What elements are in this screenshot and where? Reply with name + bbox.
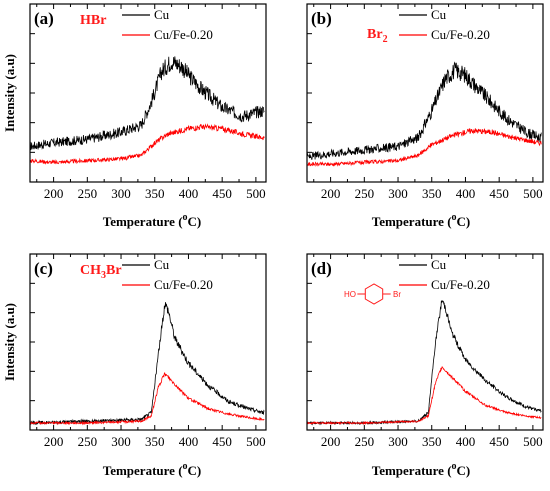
series-line-cu (29, 56, 265, 151)
x-tick-label: 250 (78, 434, 98, 449)
x-tick-label: 400 (179, 434, 199, 449)
legend-label: Cu/Fe-0.20 (154, 277, 213, 292)
x-tick-label: 300 (388, 186, 408, 201)
y-axis-title: Intensity (a.u) (2, 54, 17, 132)
plot-frame (306, 3, 544, 183)
y-axis-title: Intensity (a.u) (2, 303, 17, 381)
legend-label: Cu (154, 257, 170, 272)
x-axis-title: Temperature (oC) (103, 461, 202, 478)
plot-frame (29, 3, 267, 183)
x-tick-label: 400 (456, 434, 476, 449)
series-line-cu-fe (306, 128, 542, 167)
x-tick-label: 500 (523, 434, 543, 449)
x-tick-label: 250 (355, 186, 375, 201)
x-tick-label: 350 (145, 434, 165, 449)
bromophenol-structure-icon: HO Br (344, 283, 401, 305)
x-axis-title: Temperature (oC) (372, 212, 471, 229)
series-line-cu (306, 61, 542, 160)
x-tick-label: 200 (321, 434, 341, 449)
series-line-cu-fe (29, 372, 265, 426)
x-tick-label: 200 (321, 186, 341, 201)
x-tick-label: 350 (422, 434, 442, 449)
x-tick-label: 300 (388, 434, 408, 449)
legend-label: Cu (431, 7, 447, 22)
x-tick-label: 400 (179, 186, 199, 201)
series-line-cu (29, 302, 265, 426)
x-tick-label: 300 (111, 434, 131, 449)
x-axis-title: Temperature (oC) (103, 212, 202, 229)
molecule-left-label: HO (344, 290, 356, 299)
x-tick-label: 350 (145, 186, 165, 201)
legend-label: Cu (431, 257, 447, 272)
x-tick-label: 500 (246, 186, 266, 201)
x-tick-label: 450 (489, 434, 509, 449)
series-line-cu (306, 300, 542, 426)
x-axis-title: Temperature (oC) (372, 461, 471, 478)
panel-label: (d) (311, 259, 332, 278)
x-tick-label: 500 (523, 186, 543, 201)
x-tick-label: 300 (111, 186, 131, 201)
panel-label: (b) (311, 9, 332, 28)
species-label: CH3Br (80, 263, 122, 281)
legend-label: Cu (154, 7, 170, 22)
series-line-cu-fe (29, 123, 265, 165)
species-label: HBr (80, 13, 106, 28)
panel-label: (c) (34, 259, 53, 278)
x-tick-label: 250 (78, 186, 98, 201)
x-tick-label: 200 (44, 186, 64, 201)
legend-label: Cu/Fe-0.20 (154, 27, 213, 42)
molecule-right-label: Br (393, 290, 401, 299)
chart-panel-b: 200 250 300 350 400 450 500 Temperature (oC) (b)… (306, 3, 544, 229)
x-tick-label: 450 (489, 186, 509, 201)
benzene-ring (364, 283, 384, 305)
x-tick-label: 350 (422, 186, 442, 201)
x-tick-label: 400 (456, 186, 476, 201)
chart-panel-d: 200 250 300 350 400 450 500 Temperature (oC) (d)… (306, 253, 544, 478)
legend-label: Cu/Fe-0.20 (431, 277, 490, 292)
chart-panel-c: 200 250 300 350 400 450 500 Temperature (oC) Int… (2, 253, 267, 478)
x-tick-label: 200 (44, 434, 64, 449)
series-line-cu-fe (306, 365, 542, 426)
x-tick-label: 450 (212, 434, 232, 449)
species-label: Br2 (367, 27, 388, 45)
x-tick-label: 250 (355, 434, 375, 449)
x-tick-label: 500 (246, 434, 266, 449)
panel-label: (a) (34, 9, 54, 28)
chart-panel-a: 200 250 300 350 400 450 500 Temperature (oC) Int… (2, 3, 267, 229)
x-tick-label: 450 (212, 186, 232, 201)
plot-frame (306, 253, 544, 431)
legend-label: Cu/Fe-0.20 (431, 27, 490, 42)
